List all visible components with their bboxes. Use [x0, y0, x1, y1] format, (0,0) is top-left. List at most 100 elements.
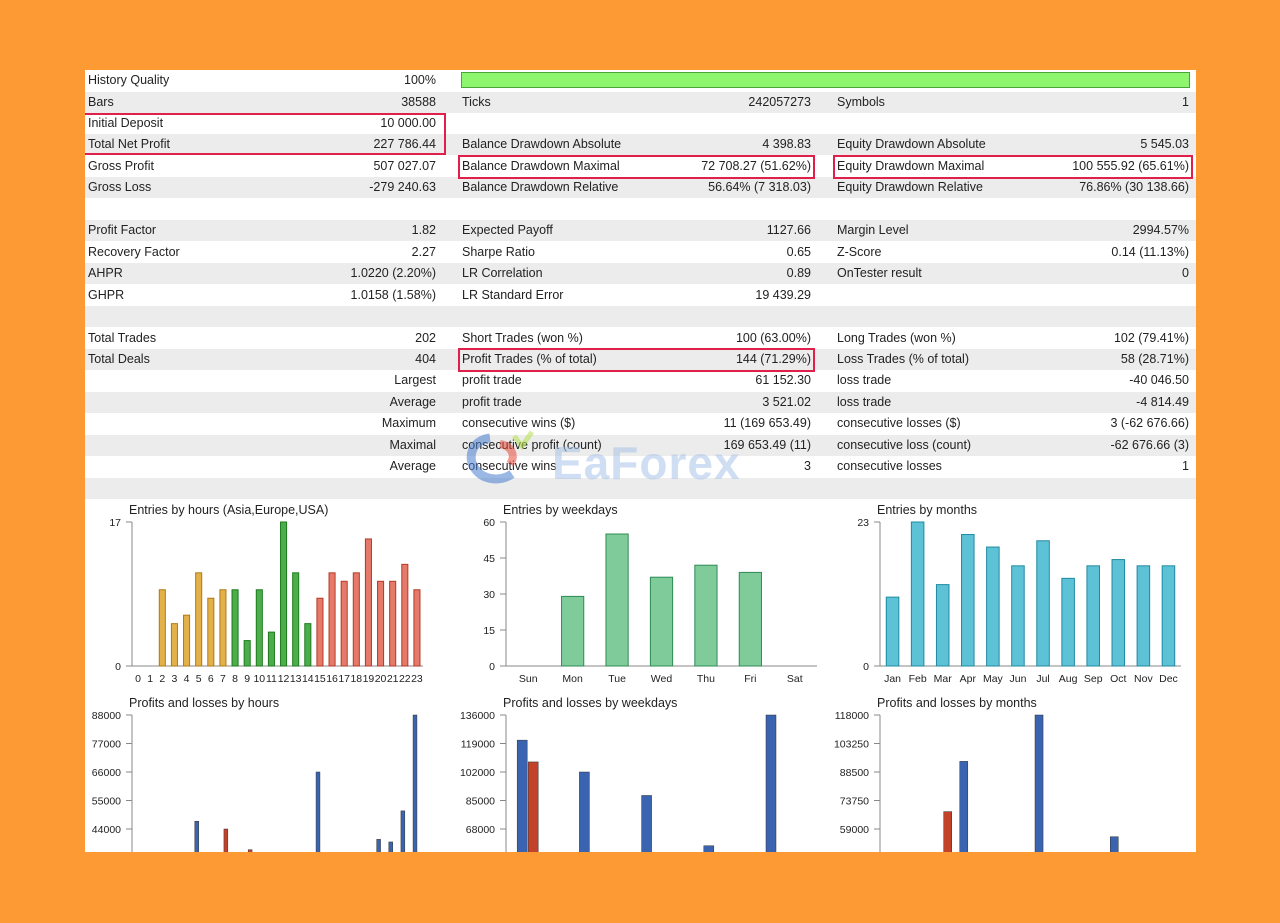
stat-value: 61 152.30	[755, 373, 811, 387]
stat-label: Balance Drawdown Relative	[462, 180, 619, 194]
x-tick-label: 10	[253, 673, 265, 685]
x-tick-label: Jan	[884, 673, 901, 685]
stat-value: Maximal	[389, 438, 436, 452]
x-tick-label: 14	[302, 673, 314, 685]
stat-value: 1	[1182, 95, 1189, 109]
x-tick-label: 7	[220, 673, 226, 685]
stat-value: 72 708.27 (51.62%)	[701, 159, 811, 173]
stat-label: Total Net Profit	[88, 137, 170, 151]
row-maximum: Maximum consecutive wins ($) 11 (169 653…	[85, 413, 1196, 434]
x-tick-label: 18	[350, 673, 362, 685]
stat-value: 56.64% (7 318.03)	[708, 180, 811, 194]
x-tick-label: Oct	[1110, 673, 1126, 685]
x-tick-label: Fri	[744, 673, 756, 685]
bar-20	[377, 580, 385, 667]
x-tick-label: Nov	[1134, 673, 1153, 685]
stat-value: -4 814.49	[1136, 395, 1189, 409]
loss-bar	[943, 811, 952, 852]
stat-value: -62 676.66 (3)	[1110, 438, 1189, 452]
history-quality-value: 100%	[404, 73, 436, 87]
bar-15	[316, 597, 324, 667]
bar-12	[280, 521, 288, 667]
stat-value: -279 240.63	[369, 180, 436, 194]
stat-label: Balance Drawdown Maximal	[462, 159, 620, 173]
bar-2	[158, 589, 166, 667]
stat-label: Short Trades (won %)	[462, 331, 583, 345]
stat-value: 202	[415, 331, 436, 345]
x-tick-label: 11	[266, 673, 277, 685]
stat-value: 2994.57%	[1132, 223, 1189, 237]
chart-title: Profits and losses by months	[877, 696, 1037, 710]
bar-Dec	[1161, 565, 1176, 667]
stat-value: 507 027.07	[373, 159, 436, 173]
stat-label: OnTester result	[837, 266, 922, 280]
stat-value: 4 398.83	[762, 137, 811, 151]
row-gross-loss: Gross Loss -279 240.63 Balance Drawdown …	[85, 177, 1196, 198]
report-panel: History Quality 100% Bars 38588 Ticks 24…	[85, 70, 1196, 852]
chart-entries-by-weekdays: Entries by weekdays 0 15 30 45 60 Sun Mon Tue Wed…	[459, 500, 829, 690]
bar-May	[986, 546, 1000, 667]
x-tick-label: 12	[278, 673, 290, 685]
x-tick-label: 1	[147, 673, 153, 685]
x-tick-label: Wed	[651, 673, 673, 685]
row-history-quality: History Quality 100%	[85, 70, 1196, 91]
stat-label: Total Trades	[88, 331, 157, 345]
stat-value: 0.65	[786, 245, 811, 259]
stat-value: 58 (28.71%)	[1120, 352, 1189, 366]
profit-bar	[376, 839, 381, 852]
x-tick-label: 3	[172, 673, 178, 685]
x-tick-label: 4	[184, 673, 190, 685]
x-tick-label: 23	[411, 673, 423, 685]
chart-pl-by-weekdays: Profits and losses by weekdays1700034000…	[459, 693, 829, 852]
bar-17	[340, 580, 348, 667]
stat-value: 2.27	[411, 245, 436, 259]
profit-bar	[400, 810, 406, 852]
bar-21	[389, 580, 397, 667]
stat-label: Long Trades (won %)	[837, 331, 956, 345]
stat-label: Bars	[88, 95, 114, 109]
row-profit-factor: Profit Factor 1.82 Expected Payoff 1127.…	[85, 220, 1196, 241]
stat-value: 100 (63.00%)	[735, 331, 811, 345]
row-spacer	[85, 306, 1196, 327]
bar-Jul	[1036, 540, 1050, 667]
stat-value: 1127.66	[766, 223, 811, 237]
chart-title: Profits and losses by hours	[129, 696, 279, 710]
y-tick-label: 30	[483, 589, 495, 601]
profit-bar	[765, 714, 777, 852]
y-tick-label: 136000	[460, 710, 495, 722]
row-maximal: Maximal consecutive profit (count) 169 6…	[85, 435, 1196, 456]
stat-label: Initial Deposit	[88, 116, 164, 130]
bar-Feb	[910, 521, 925, 667]
stat-label: Z-Score	[837, 245, 882, 259]
profit-bar	[1034, 714, 1044, 852]
bar-6	[207, 597, 215, 667]
x-tick-label: Tue	[608, 673, 626, 685]
row-gross-profit: Gross Profit 507 027.07 Balance Drawdown…	[85, 156, 1196, 177]
stat-value: 10 000.00	[380, 116, 436, 130]
stat-value: 100 555.92 (65.61%)	[1072, 159, 1189, 173]
stat-value: 1	[1182, 459, 1189, 473]
profit-bar	[703, 845, 715, 852]
stat-value: 227 786.44	[373, 137, 436, 151]
x-tick-label: 9	[244, 673, 250, 685]
stat-value: Average	[389, 459, 436, 473]
x-tick-label: Thu	[697, 673, 715, 685]
y-tick-label: 15	[483, 625, 495, 637]
stat-label: loss trade	[837, 373, 892, 387]
profit-bar	[315, 771, 321, 852]
bar-Mon	[561, 595, 585, 667]
stat-value: 404	[415, 352, 436, 366]
stat-value: 169 653.49 (11)	[723, 438, 811, 452]
chart-entries-by-hours: Entries by hours (Asia,Europe,USA) 0 17 0 1 2…	[85, 500, 455, 690]
y-tick-label: 55000	[92, 796, 121, 808]
stat-label: loss trade	[837, 395, 892, 409]
bar-3	[170, 623, 178, 667]
stat-value: 0.89	[786, 266, 811, 280]
stat-label: Equity Drawdown Relative	[837, 180, 983, 194]
bar-Aug	[1061, 577, 1075, 667]
x-tick-label: 0	[135, 673, 141, 685]
bar-Jan	[885, 596, 900, 667]
y-tick-label: 103250	[834, 739, 869, 751]
stat-value: 0.14 (11.13%)	[1111, 245, 1189, 259]
y-tick-label: 0	[863, 661, 869, 673]
